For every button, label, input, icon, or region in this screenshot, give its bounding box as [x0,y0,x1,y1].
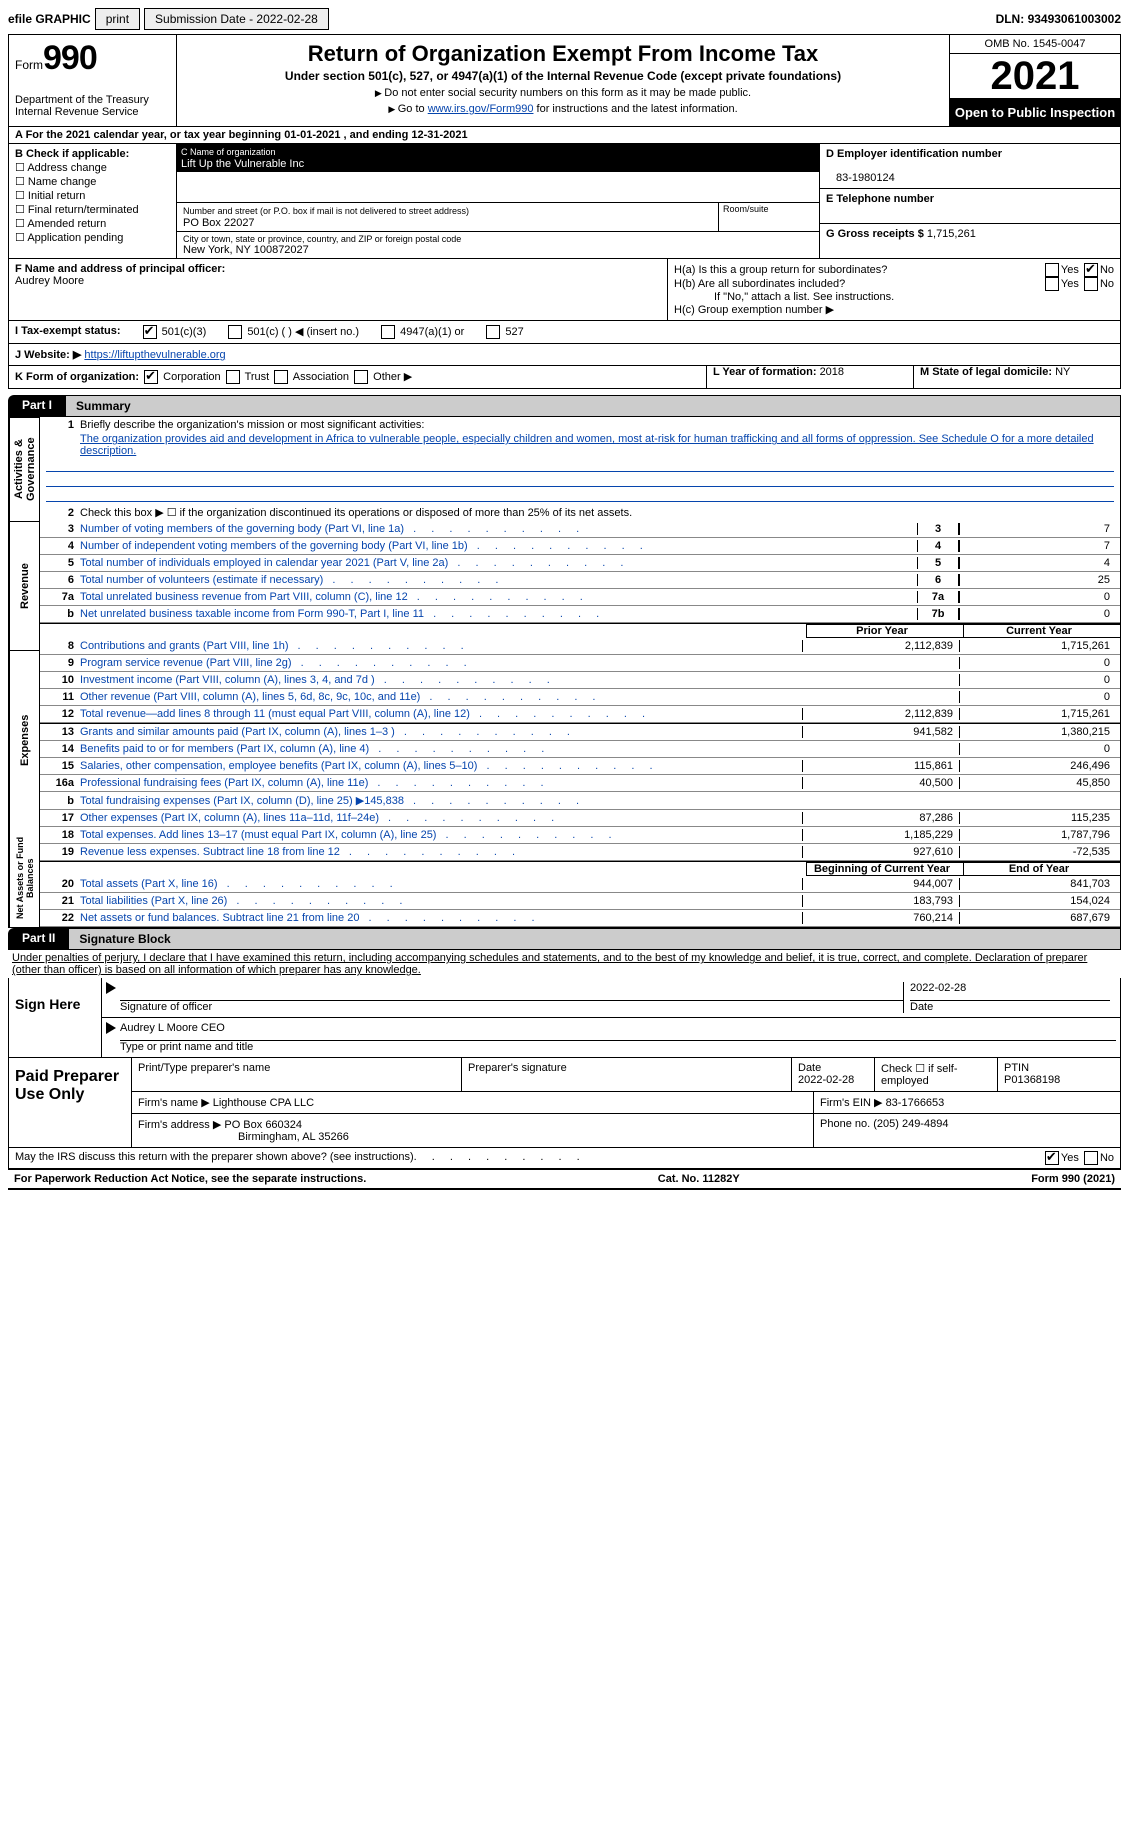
ssn-notice: Do not enter social security numbers on … [187,87,939,99]
discuss-yes[interactable] [1045,1151,1059,1165]
hb-yes[interactable] [1045,277,1059,291]
header-left: Form990 Department of the Treasury Inter… [9,35,177,126]
form-title: Return of Organization Exempt From Incom… [187,41,939,67]
form-word: Form [15,58,43,72]
part-i-body: Activities & Governance Revenue Expenses… [8,417,1121,928]
mission-desc: The organization provides aid and develo… [40,433,1120,457]
print-button[interactable]: print [95,8,140,30]
section-fh: F Name and address of principal officer:… [8,259,1121,321]
chk-app-pending[interactable]: ☐ Application pending [15,231,170,244]
chk-501c[interactable] [228,325,242,339]
row-i: I Tax-exempt status: 501(c)(3) 501(c) ( … [8,321,1121,344]
hb-no[interactable] [1084,277,1098,291]
principal-officer: Audrey Moore [15,275,84,287]
chk-assoc[interactable] [274,370,288,384]
discuss-row: May the IRS discuss this return with the… [8,1148,1121,1169]
chk-4947[interactable] [381,325,395,339]
efile-label: efile GRAPHIC [8,12,91,26]
header-right: OMB No. 1545-0047 2021 Open to Public In… [949,35,1120,126]
goto-notice: Go to www.irs.gov/Form990 for instructio… [187,103,939,115]
top-bar: efile GRAPHIC print Submission Date - 20… [8,8,1121,30]
submission-date-button[interactable]: Submission Date - 2022-02-28 [144,8,329,30]
row-klm: K Form of organization: Corporation Trus… [8,366,1121,389]
form-header: Form990 Department of the Treasury Inter… [8,34,1121,127]
chk-name-change[interactable]: ☐ Name change [15,175,170,188]
form-number: 990 [43,39,97,77]
website-link[interactable]: https://liftupthevulnerable.org [84,349,225,361]
dept-treasury: Department of the Treasury Internal Reve… [15,94,170,118]
chk-501c3[interactable] [143,325,157,339]
triangle-icon [106,982,116,994]
org-name: Lift Up the Vulnerable Inc [181,158,304,170]
discuss-no[interactable] [1084,1151,1098,1165]
irs-link[interactable]: www.irs.gov/Form990 [428,103,534,115]
section-bcde: B Check if applicable: ☐ Address change … [8,144,1121,259]
footer-line: For Paperwork Reduction Act Notice, see … [8,1169,1121,1190]
chk-initial-return[interactable]: ☐ Initial return [15,189,170,202]
chk-corp[interactable] [144,370,158,384]
chk-527[interactable] [486,325,500,339]
col-c: C Name of organization Lift Up the Vulne… [177,144,819,258]
part-i-header: Part I Summary [8,395,1121,417]
form-year: 2021 [950,54,1120,98]
gross-receipts: 1,715,261 [927,228,976,240]
dba-label: Doing business as [183,190,813,200]
col-b: B Check if applicable: ☐ Address change … [9,144,177,258]
org-city: New York, NY 100872027 [183,244,813,256]
form-subtitle: Under section 501(c), 527, or 4947(a)(1)… [187,69,939,83]
header-mid: Return of Organization Exempt From Incom… [177,35,949,126]
chk-other[interactable] [354,370,368,384]
triangle-icon [106,1022,116,1034]
dln-label: DLN: 93493061003002 [996,12,1121,26]
org-address: PO Box 22027 [183,217,255,229]
paid-preparer-block: Paid Preparer Use Only Print/Type prepar… [8,1058,1121,1148]
ein-value: 83-1980124 [836,172,895,184]
chk-amended-return[interactable]: ☐ Amended return [15,217,170,230]
chk-address-change[interactable]: ☐ Address change [15,161,170,174]
sign-here-block: Sign Here Signature of officer 2022-02-2… [8,978,1121,1058]
officer-name: Audrey L Moore CEO [120,1022,1116,1041]
open-inspection: Open to Public Inspection [950,98,1120,126]
sig-intro: Under penalties of perjury, I declare th… [8,950,1121,978]
line-a: A For the 2021 calendar year, or tax yea… [8,127,1121,144]
sig-date: 2022-02-28 [910,982,1110,1001]
omb-number: OMB No. 1545-0047 [950,35,1120,54]
chk-trust[interactable] [226,370,240,384]
col-de: D Employer identification number 83-1980… [819,144,1120,258]
ha-no[interactable] [1084,263,1098,277]
chk-final-return[interactable]: ☐ Final return/terminated [15,203,170,216]
ha-yes[interactable] [1045,263,1059,277]
row-j: J Website: ▶ https://liftupthevulnerable… [8,344,1121,366]
part-ii-header: Part II Signature Block [8,928,1121,950]
